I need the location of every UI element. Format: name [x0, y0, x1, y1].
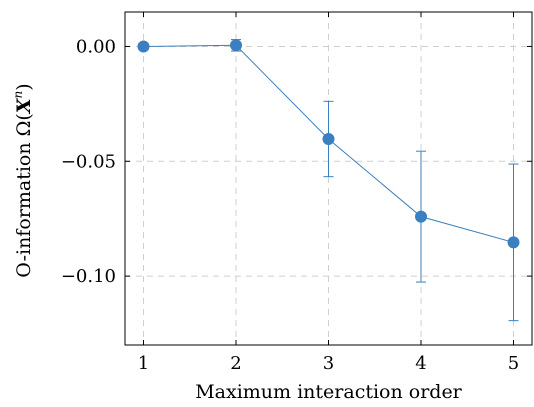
data-point	[507, 236, 520, 249]
x-tick-label: 2	[230, 353, 241, 374]
data-point	[230, 39, 242, 52]
x-tick-label: 5	[508, 353, 519, 374]
y-axis-label-prefix: O-information Ω(	[13, 113, 35, 278]
data-point	[137, 40, 150, 53]
x-tick-label: 4	[415, 353, 426, 374]
y-tick-label: −0.05	[61, 151, 116, 172]
x-tick-label: 3	[323, 353, 334, 374]
data-point	[322, 132, 335, 145]
y-tick-label: 0.00	[76, 36, 116, 57]
y-axis-label-suffix: )	[13, 83, 35, 90]
y-axis-label: O-information Ω(Xn)	[11, 83, 35, 277]
x-tick-label: 1	[138, 353, 149, 374]
axis-ticks	[125, 12, 532, 345]
plot-frame	[124, 11, 533, 346]
y-tick-label: −0.10	[61, 266, 116, 287]
tick-labels: 1 2 3 4 5 0.00 −0.05 −0.10	[61, 36, 519, 374]
y-axis-label-superscript: n	[11, 91, 25, 99]
y-axis-label-variable: X	[13, 97, 35, 114]
data-series	[137, 39, 520, 322]
x-axis-label: Maximum interaction order	[195, 381, 462, 403]
data-point	[415, 210, 427, 223]
grid-lines	[125, 12, 532, 345]
